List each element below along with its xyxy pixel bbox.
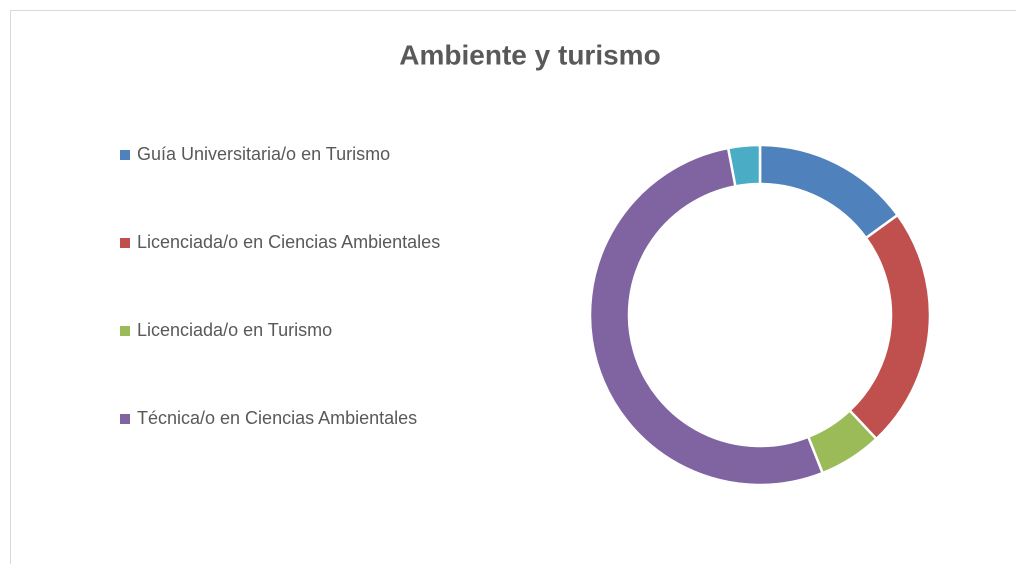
donut-slice	[588, 146, 825, 487]
chart-title: Ambiente y turismo	[399, 39, 660, 70]
legend-swatch	[120, 414, 130, 424]
legend-label: Técnica/o en Ciencias Ambientales	[137, 408, 417, 428]
legend-label: Licenciada/o en Ciencias Ambientales	[137, 232, 440, 252]
legend-swatch	[120, 150, 130, 160]
legend-swatch	[120, 326, 130, 336]
legend-label: Licenciada/o en Turismo	[137, 320, 332, 340]
donut-slice	[726, 143, 762, 188]
chart-border	[10, 10, 1016, 564]
legend-label: Guía Universitaria/o en Turismo	[137, 144, 390, 164]
legend-swatch	[120, 238, 130, 248]
